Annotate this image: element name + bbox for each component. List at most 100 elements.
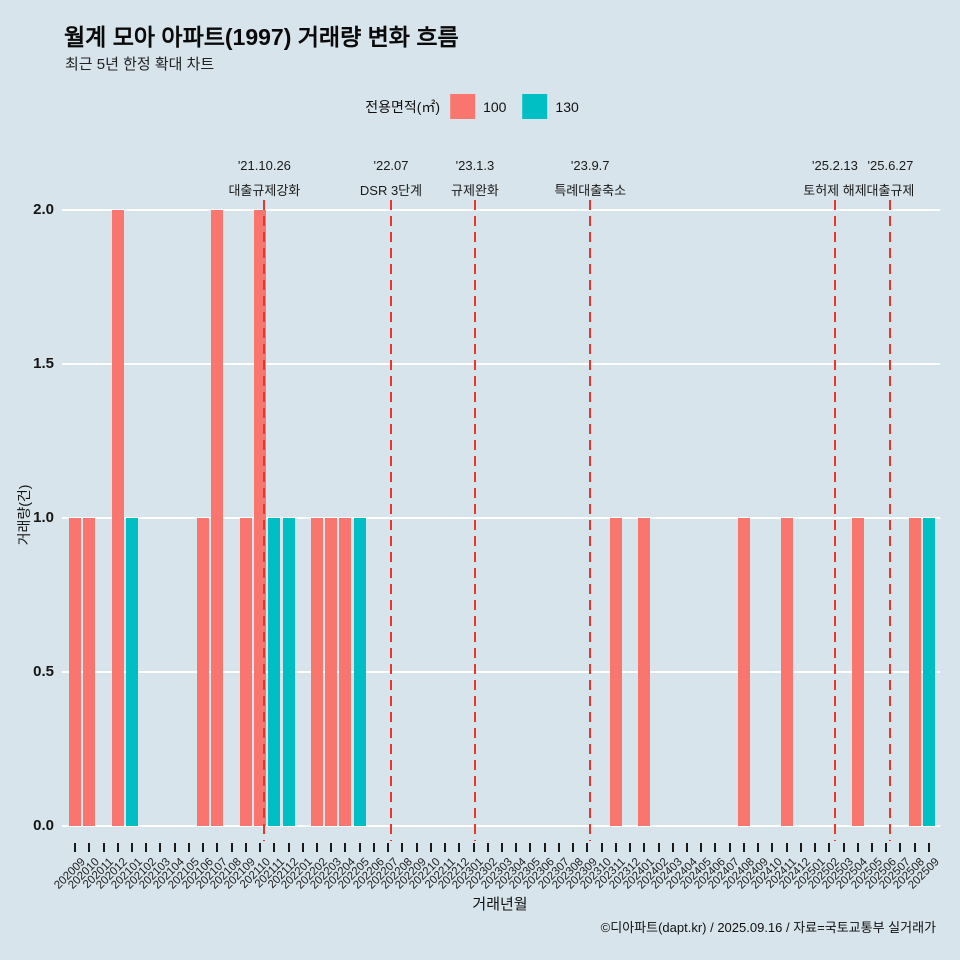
annotation-text-'23.1.3: 규제완화 [451,183,499,198]
x-tick-202411 [785,843,788,852]
annotation-line-'25.6.27 [889,200,892,841]
x-tick-202503 [842,843,845,852]
x-tick-202010 [88,843,91,852]
x-tick-202506 [885,843,888,852]
x-tick-202204 [344,843,347,852]
x-tick-202502 [828,843,831,852]
annotation-text-'22.07: DSR 3단계 [359,183,423,198]
x-tick-202408 [742,843,745,852]
x-tick-202305 [529,843,532,852]
bar-100-202012 [111,210,124,826]
annotation-date-'21.10.26: '21.10.26 [237,158,291,173]
x-tick-202301 [472,843,475,852]
x-tick-202209 [415,843,418,852]
x-tick-202303 [501,843,503,852]
x-tick-202201 [301,843,304,852]
bar-100-202202 [311,518,324,826]
legend-title: 전용면적(㎡) [365,98,441,115]
x-tick-202504 [856,843,859,852]
x-tick-202404 [685,843,688,852]
x-tick-202410 [771,843,774,852]
x-tick-202405 [700,843,703,852]
x-tick-202110 [259,843,262,852]
x-tick-202108 [230,843,233,852]
x-tick-202507 [899,843,902,852]
bar-100-202106 [197,518,210,826]
bar-100-202504 [851,518,864,826]
x-tick-202309 [586,843,589,852]
footer-credit: ©디아파트(dapt.kr) / 2025.09.16 / 자료=국토교통부 실… [600,920,936,935]
x-tick-202009 [74,843,77,852]
x-tick-202206 [372,843,375,852]
bar-130-202112 [282,518,295,826]
annotation-date-'23.1.3: '23.1.3 [455,158,495,173]
gridline-0.0 [62,825,940,827]
x-tick-202409 [757,843,760,852]
annotation-date-'23.9.7: '23.9.7 [570,158,610,173]
x-tick-202103 [159,843,162,852]
x-tick-202203 [330,843,333,852]
x-tick-202310 [600,843,603,852]
annotation-date-'25.6.27: '25.6.27 [867,158,914,173]
x-tick-202107 [216,843,219,852]
x-tick-202304 [515,843,518,852]
x-tick-202311 [614,843,617,852]
annotation-date-'22.07: '22.07 [373,158,409,173]
x-tick-202406 [714,843,717,852]
bar-130-202205 [353,518,366,826]
annotation-text-'23.9.7: 특례대출축소 [554,183,627,198]
bar-100-202010 [83,518,96,826]
bar-100-202411 [780,518,793,826]
legend: 전용면적(㎡) 100 130 [365,94,595,119]
bar-130-202509 [922,518,935,826]
x-tick-202104 [173,843,176,852]
gridline-0.5 [62,671,940,673]
legend-swatch-130 [522,94,548,119]
x-tick-202211 [444,843,447,852]
x-tick-202105 [187,843,190,852]
x-tick-202402 [657,843,660,852]
annotation-line-'23.9.7 [589,200,592,841]
bar-100-202311 [609,518,622,826]
x-tick-202101 [131,843,134,852]
x-tick-202112 [287,843,290,852]
x-tick-202208 [401,843,404,852]
annotation-text-'25.2.13: 토허제 해제 [803,183,867,198]
gridline-2.0 [62,209,940,211]
annotation-text-'21.10.26: 대출규제강화 [228,183,301,198]
x-tick-202205 [358,843,361,852]
x-tick-202312 [629,843,632,852]
x-tick-202403 [671,843,674,852]
gridline-1.5 [62,363,940,365]
legend-swatch-100 [450,94,476,119]
x-tick-202401 [643,843,646,852]
bar-100-202508 [908,518,921,826]
bar-100-202110 [254,210,267,826]
x-tick-202501 [814,843,817,852]
legend-item-130-label: 130 [555,98,579,115]
x-tick-202102 [145,843,148,852]
annotation-line-'23.1.3 [473,200,476,841]
y-tick-label-1.5: 1.5 [33,355,54,372]
legend-item-100-label: 100 [483,98,507,115]
bar-100-202408 [737,518,750,826]
x-tick-202207 [387,843,390,852]
x-tick-202011 [102,843,105,852]
x-tick-202111 [273,843,276,852]
bar-130-202111 [268,518,281,826]
annotation-line-'25.2.13 [833,200,836,841]
page-title: 월계 모아 아파트(1997) 거래량 변화 흐름 [64,24,459,50]
y-tick-label-0.5: 0.5 [33,663,54,680]
annotation-line-'21.10.26 [263,200,266,841]
x-axis-title: 거래년월 [472,896,528,913]
bar-130-202101 [126,518,139,826]
y-tick-label-2.0: 2.0 [33,201,54,218]
x-tick-202407 [728,843,731,852]
bar-100-202109 [239,518,252,826]
page-subtitle: 최근 5년 한정 확대 차트 [65,56,215,73]
x-tick-202210 [429,843,432,852]
annotation-date-'25.2.13: '25.2.13 [812,158,858,173]
x-tick-202308 [572,843,575,852]
